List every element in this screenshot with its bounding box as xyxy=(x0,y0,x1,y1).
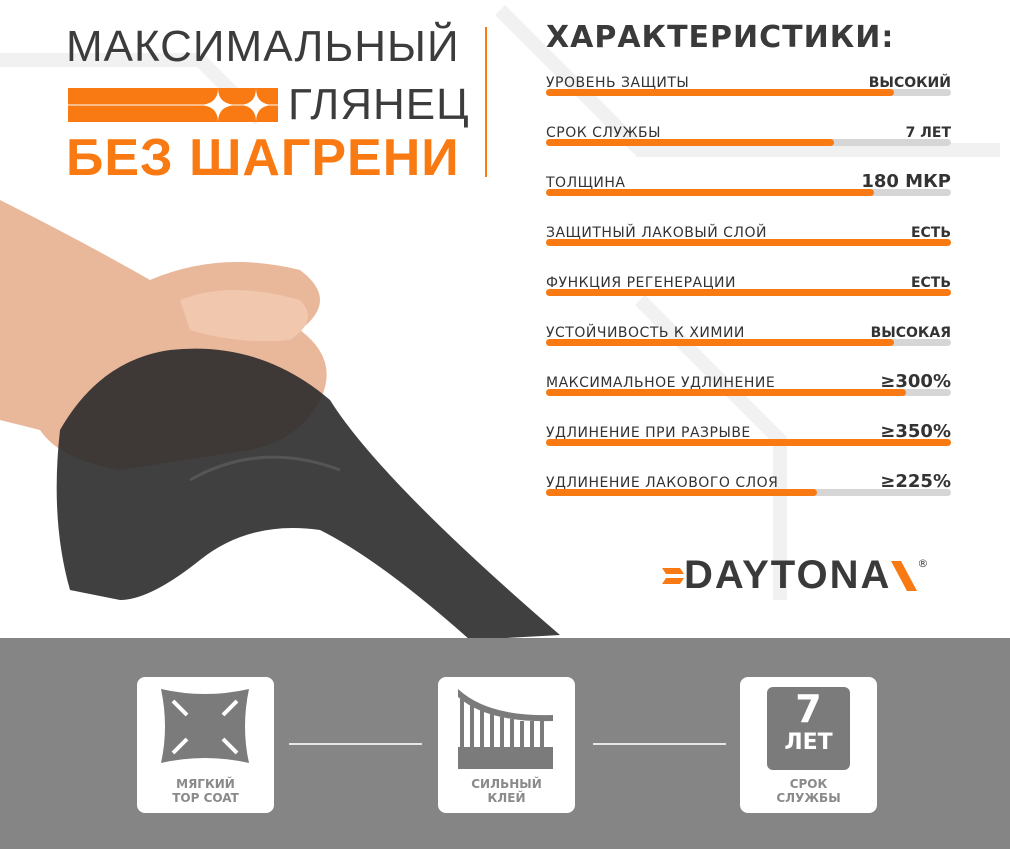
spec-level-fill xyxy=(546,389,907,396)
spec-level-fill xyxy=(546,289,951,296)
spec-label: УСТОЙЧИВОСТЬ К ХИМИИ xyxy=(546,325,745,341)
divider xyxy=(485,27,487,177)
spec-level-bar xyxy=(546,289,951,296)
connector-line xyxy=(593,743,726,745)
specs-title: ХАРАКТЕРИСТИКИ: xyxy=(546,20,895,55)
spec-level-bar xyxy=(546,439,951,446)
spec-level-fill xyxy=(546,439,951,446)
spec-level-fill xyxy=(546,189,875,196)
headline-line3: БЕЗ ШАГРЕНИ xyxy=(66,129,460,187)
feature-strong-adhesive: СИЛЬНЫЙ КЛЕЙ xyxy=(438,677,575,813)
spec-value: 180 МКР xyxy=(861,171,951,192)
spec-level-fill xyxy=(546,89,895,96)
spec-value: ЕСТЬ xyxy=(910,275,951,291)
feature-service-life: 7 ЛЕТ СРОК СЛУЖБЫ xyxy=(740,677,877,813)
spec-level-fill xyxy=(546,489,818,496)
stretch-arrows-icon xyxy=(161,689,249,763)
spec-value: ≥300% xyxy=(880,371,951,392)
spec-value: ВЫСОКАЯ xyxy=(870,325,951,341)
spec-level-bar xyxy=(546,489,951,496)
feature-soft-topcoat: МЯГКИЙ TOP COAT xyxy=(137,677,274,813)
spec-level-fill xyxy=(546,339,895,346)
spec-label: УДЛИНЕНИЕ ЛАКОВОГО СЛОЯ xyxy=(546,475,779,491)
registered-mark: ® xyxy=(917,557,929,570)
spec-level-bar xyxy=(546,189,951,196)
spec-level-bar xyxy=(546,89,951,96)
gloss-sparkle-icon xyxy=(68,88,278,122)
spec-label: МАКСИМАЛЬНОЕ УДЛИНЕНИЕ xyxy=(546,375,776,391)
spec-label: ТОЛЩИНА xyxy=(546,175,626,191)
spec-level-bar xyxy=(546,339,951,346)
spec-level-fill xyxy=(546,239,951,246)
headline-line1: МАКСИМАЛЬНЫЙ xyxy=(66,22,460,71)
spec-value: ≥350% xyxy=(880,421,951,442)
spec-value: 7 ЛЕТ xyxy=(905,125,951,141)
spec-label: УДЛИНЕНИЕ ПРИ РАЗРЫВЕ xyxy=(546,425,751,441)
spec-value: ≥225% xyxy=(880,471,951,492)
spec-level-bar xyxy=(546,139,951,146)
hand-stretching-film-image xyxy=(0,200,560,640)
logo-slash-icon xyxy=(891,560,918,591)
connector-line xyxy=(289,743,422,745)
spec-label: ЗАЩИТНЫЙ ЛАКОВЫЙ СЛОЙ xyxy=(546,225,767,241)
logo-stripes-icon xyxy=(662,567,684,584)
spec-level-bar xyxy=(546,239,951,246)
years-badge-icon: 7 ЛЕТ xyxy=(767,687,850,770)
brand-logo: DAYTONA ® xyxy=(662,553,928,598)
headline-line2: ГЛЯНЕЦ xyxy=(288,80,470,129)
spec-level-fill xyxy=(546,139,834,146)
spec-label: СРОК СЛУЖБЫ xyxy=(546,125,661,141)
spec-label: ФУНКЦИЯ РЕГЕНЕРАЦИИ xyxy=(546,275,736,291)
adhesive-icon xyxy=(458,689,553,769)
spec-label: УРОВЕНЬ ЗАЩИТЫ xyxy=(546,75,690,91)
spec-value: ВЫСОКИЙ xyxy=(868,75,951,91)
spec-level-bar xyxy=(546,389,951,396)
spec-value: ЕСТЬ xyxy=(910,225,951,241)
